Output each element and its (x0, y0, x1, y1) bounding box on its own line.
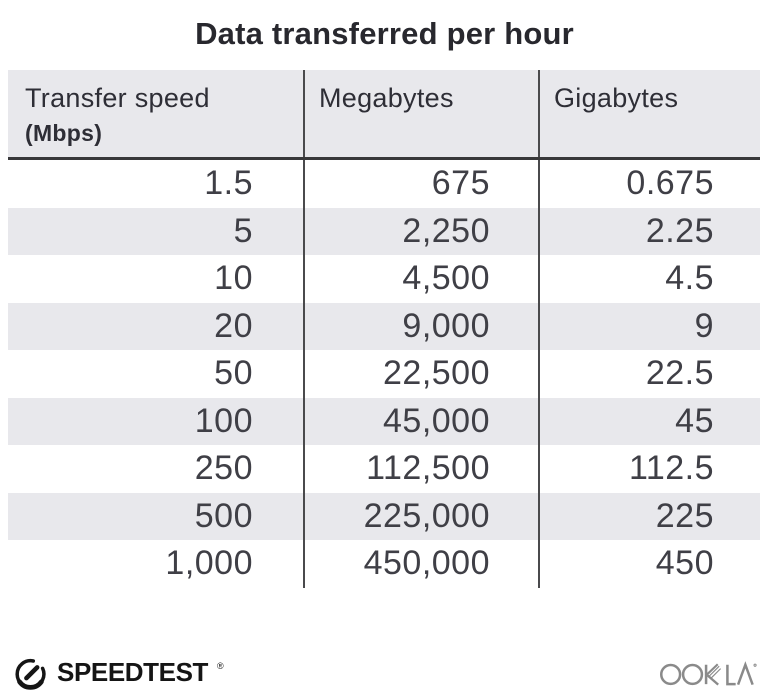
registered-mark-icon: ® (217, 660, 224, 671)
table-row: 20 9,000 9 (8, 302, 760, 350)
cell-megabytes: 2,250 (303, 207, 538, 255)
ookla-logo (660, 655, 757, 690)
table-row: 50 22,500 22.5 (8, 350, 760, 398)
column-header-transfer-speed: Transfer speed (Mbps) (8, 70, 303, 157)
footer: SPEEDTEST ® (12, 650, 757, 694)
cell-transfer-speed: 5 (233, 211, 253, 250)
table-row: 1,000 450,000 450 (8, 540, 760, 588)
cell-transfer-speed: 50 (214, 354, 253, 392)
cell-transfer-speed: 500 (194, 496, 253, 535)
cell-megabytes: 45,000 (303, 397, 538, 445)
column-header-sublabel: (Mbps) (25, 120, 103, 146)
cell-transfer-speed: 1.5 (204, 164, 253, 202)
ookla-wordmark-icon (660, 660, 757, 686)
cell-megabytes: 675 (303, 160, 538, 208)
table-row: 500 225,000 225 (8, 492, 760, 540)
cell-transfer-speed: 250 (194, 449, 253, 487)
cell-gigabytes: 45 (538, 397, 760, 445)
cell-gigabytes: 225 (538, 492, 760, 540)
speedtest-wordmark: SPEEDTEST (57, 656, 208, 687)
cell-gigabytes: 22.5 (538, 350, 760, 398)
column-header-gigabytes: Gigabytes (538, 70, 760, 157)
cell-megabytes: 4,500 (303, 255, 538, 303)
speedtest-logo: SPEEDTEST ® (12, 654, 224, 691)
table-row: 5 2,250 2.25 (8, 207, 760, 255)
cell-transfer-speed: 1,000 (165, 544, 253, 582)
speedometer-gauge-icon (15, 658, 46, 690)
cell-gigabytes: 2.25 (538, 207, 760, 255)
table-row: 1.5 675 0.675 (8, 160, 760, 208)
cell-megabytes: 450,000 (303, 540, 538, 588)
cell-megabytes: 9,000 (303, 302, 538, 350)
cell-gigabytes: 112.5 (538, 445, 760, 493)
table-header-row: Transfer speed (Mbps) Megabytes Gigabyte… (8, 70, 760, 160)
data-table: Transfer speed (Mbps) Megabytes Gigabyte… (8, 70, 760, 588)
table-row: 100 45,000 45 (8, 397, 760, 445)
cell-transfer-speed: 10 (214, 259, 253, 297)
cell-gigabytes: 4.5 (538, 255, 760, 303)
cell-gigabytes: 0.675 (538, 160, 760, 208)
cell-transfer-speed: 20 (214, 306, 253, 345)
cell-megabytes: 112,500 (303, 445, 538, 493)
cell-gigabytes: 450 (538, 540, 760, 588)
column-header-label: Transfer speed (25, 83, 210, 113)
table-row: 250 112,500 112.5 (8, 445, 760, 493)
table-body: 1.5 675 0.675 5 2,250 2.25 10 4,500 4.5 20 9,000 9 5… (8, 160, 760, 588)
cell-megabytes: 225,000 (303, 492, 538, 540)
cell-megabytes: 22,500 (303, 350, 538, 398)
cell-transfer-speed: 100 (194, 401, 253, 440)
column-header-megabytes: Megabytes (303, 70, 538, 157)
page-title: Data transferred per hour (195, 16, 574, 51)
table-row: 10 4,500 4.5 (8, 255, 760, 303)
cell-gigabytes: 9 (538, 302, 760, 350)
